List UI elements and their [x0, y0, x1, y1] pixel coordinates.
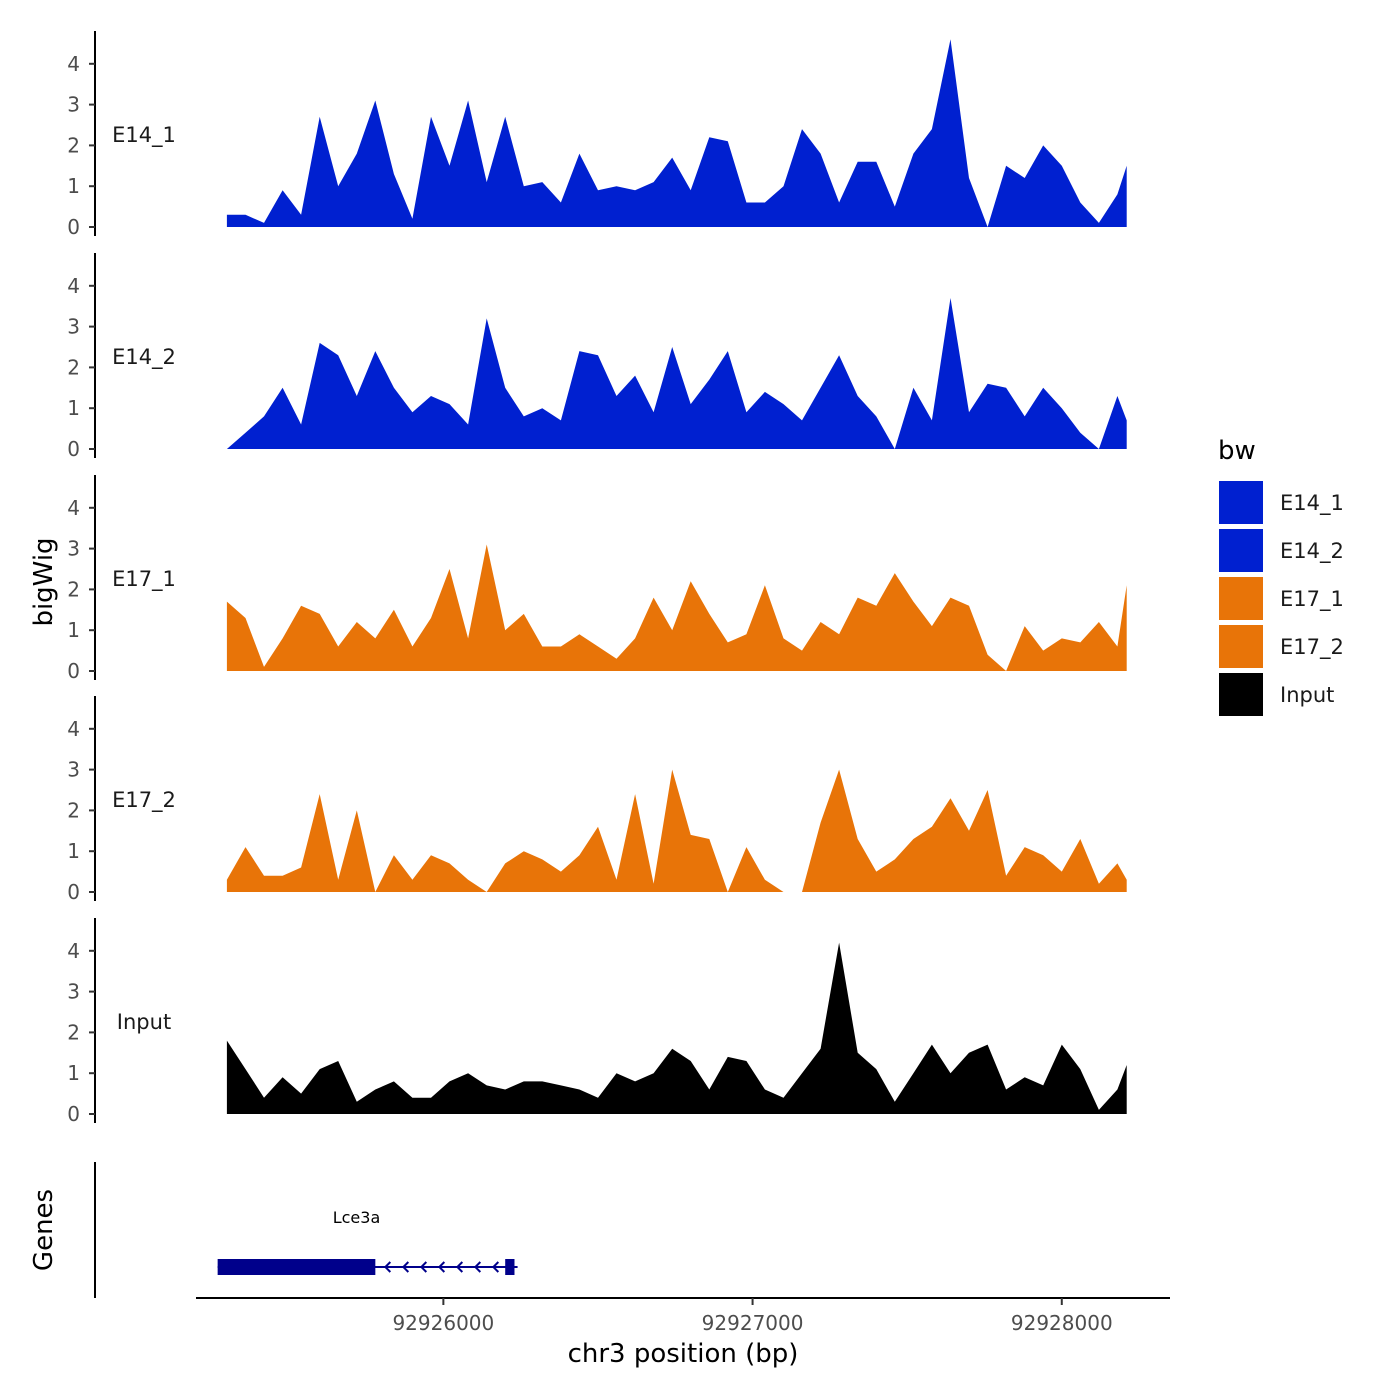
area-e14-2 [226, 298, 1127, 449]
y-tick-label: 4 [67, 52, 80, 76]
strand-arrow-icon [455, 1261, 464, 1273]
track-label-input: Input [117, 1010, 171, 1034]
gene-exon [505, 1259, 515, 1275]
y-tick-label: 2 [67, 1020, 80, 1044]
y-tick-label: 0 [67, 880, 80, 904]
legend-label: E17_1 [1280, 587, 1344, 612]
legend-swatch [1219, 529, 1263, 572]
y-tick-label: 4 [67, 496, 80, 520]
x-axis-title: chr3 position (bp) [568, 1339, 799, 1369]
y-tick-label: 0 [67, 1102, 80, 1126]
legend-item-e14-1: E14_1 [1219, 481, 1344, 524]
y-tick-label: 1 [67, 1061, 80, 1085]
y-tick-label: 1 [67, 174, 80, 198]
area-e14-1 [226, 39, 1127, 227]
y-tick-label: 2 [67, 577, 80, 601]
gene-label: Lce3a [333, 1208, 381, 1227]
legend-item-input: Input [1219, 673, 1334, 716]
y-tick-label: 4 [67, 717, 80, 741]
strand-arrow-icon [419, 1261, 428, 1273]
y-tick-label: 1 [67, 618, 80, 642]
y-tick-label: 3 [67, 315, 80, 339]
track-e17-1: 0 1 2 3 4 E17_1 [67, 475, 1127, 683]
track-e17-2: 0 1 2 3 4 E17_2 [67, 696, 1127, 904]
gene-track: Genes Lce3a [29, 1162, 518, 1298]
legend-item-e14-2: E14_2 [1219, 529, 1344, 572]
y-axis-title: bigWig [29, 537, 59, 626]
legend-item-e17-2: E17_2 [1219, 625, 1344, 668]
strand-arrow-icon [437, 1261, 446, 1273]
x-tick-label: 92928000 [1011, 1311, 1113, 1335]
y-tick-label: 0 [67, 659, 80, 683]
gene-lce3a: Lce3a [217, 1208, 518, 1275]
x-tick-label: 92926000 [392, 1311, 494, 1335]
y-tick-label: 3 [67, 537, 80, 561]
strand-arrow-icon [491, 1261, 500, 1273]
legend-item-e17-1: E17_1 [1219, 577, 1344, 620]
y-tick-label: 3 [67, 93, 80, 117]
gene-track-label: Genes [29, 1189, 59, 1271]
x-tick-label: 92927000 [702, 1311, 804, 1335]
track-label-e14-2: E14_2 [112, 345, 176, 370]
legend-label: E14_2 [1280, 539, 1344, 564]
track-e14-2: 0 1 2 3 4 E14_2 [67, 253, 1127, 461]
legend-label: E14_1 [1280, 491, 1344, 516]
strand-arrow-icon [473, 1261, 482, 1273]
track-e14-1: 0 1 2 3 4 E14_1 [67, 31, 1127, 239]
track-label-e17-1: E17_1 [112, 567, 176, 592]
y-tick-label: 3 [67, 758, 80, 782]
y-tick-label: 4 [67, 274, 80, 298]
legend-swatch [1219, 673, 1263, 716]
y-tick-label: 0 [67, 437, 80, 461]
y-tick-label: 1 [67, 396, 80, 420]
legend-title: bw [1218, 436, 1256, 466]
area-input [226, 942, 1127, 1114]
track-input: 0 1 2 3 4 Input [67, 918, 1127, 1126]
legend-swatch [1219, 481, 1263, 524]
coverage-tracks: 0 1 2 3 4 E14_1 0 1 2 3 4 E14_2 0 1 2 3 4 E17_1 0 1 2 3 4 E17_2… [67, 31, 1127, 1126]
legend-label: Input [1280, 683, 1334, 707]
x-axis: 92926000 92927000 92928000 [196, 1297, 1170, 1335]
y-tick-label: 1 [67, 839, 80, 863]
y-tick-label: 2 [67, 355, 80, 379]
legend: bw E14_1 E14_2 E17_1 E17_2 Input [1218, 436, 1344, 716]
legend-swatch [1219, 625, 1263, 668]
area-e17-1 [226, 544, 1127, 671]
strand-arrow-icon [401, 1261, 410, 1273]
area-e17-2 [226, 769, 1127, 892]
track-label-e17-2: E17_2 [112, 788, 176, 813]
strand-arrow-icon [383, 1261, 392, 1273]
y-tick-label: 2 [67, 133, 80, 157]
legend-label: E17_2 [1280, 635, 1344, 660]
y-tick-label: 4 [67, 939, 80, 963]
track-label-e14-1: E14_1 [112, 123, 176, 148]
y-tick-label: 3 [67, 980, 80, 1004]
y-tick-label: 2 [67, 798, 80, 822]
legend-swatch [1219, 577, 1263, 620]
gene-exon [217, 1259, 376, 1275]
y-tick-label: 0 [67, 215, 80, 239]
